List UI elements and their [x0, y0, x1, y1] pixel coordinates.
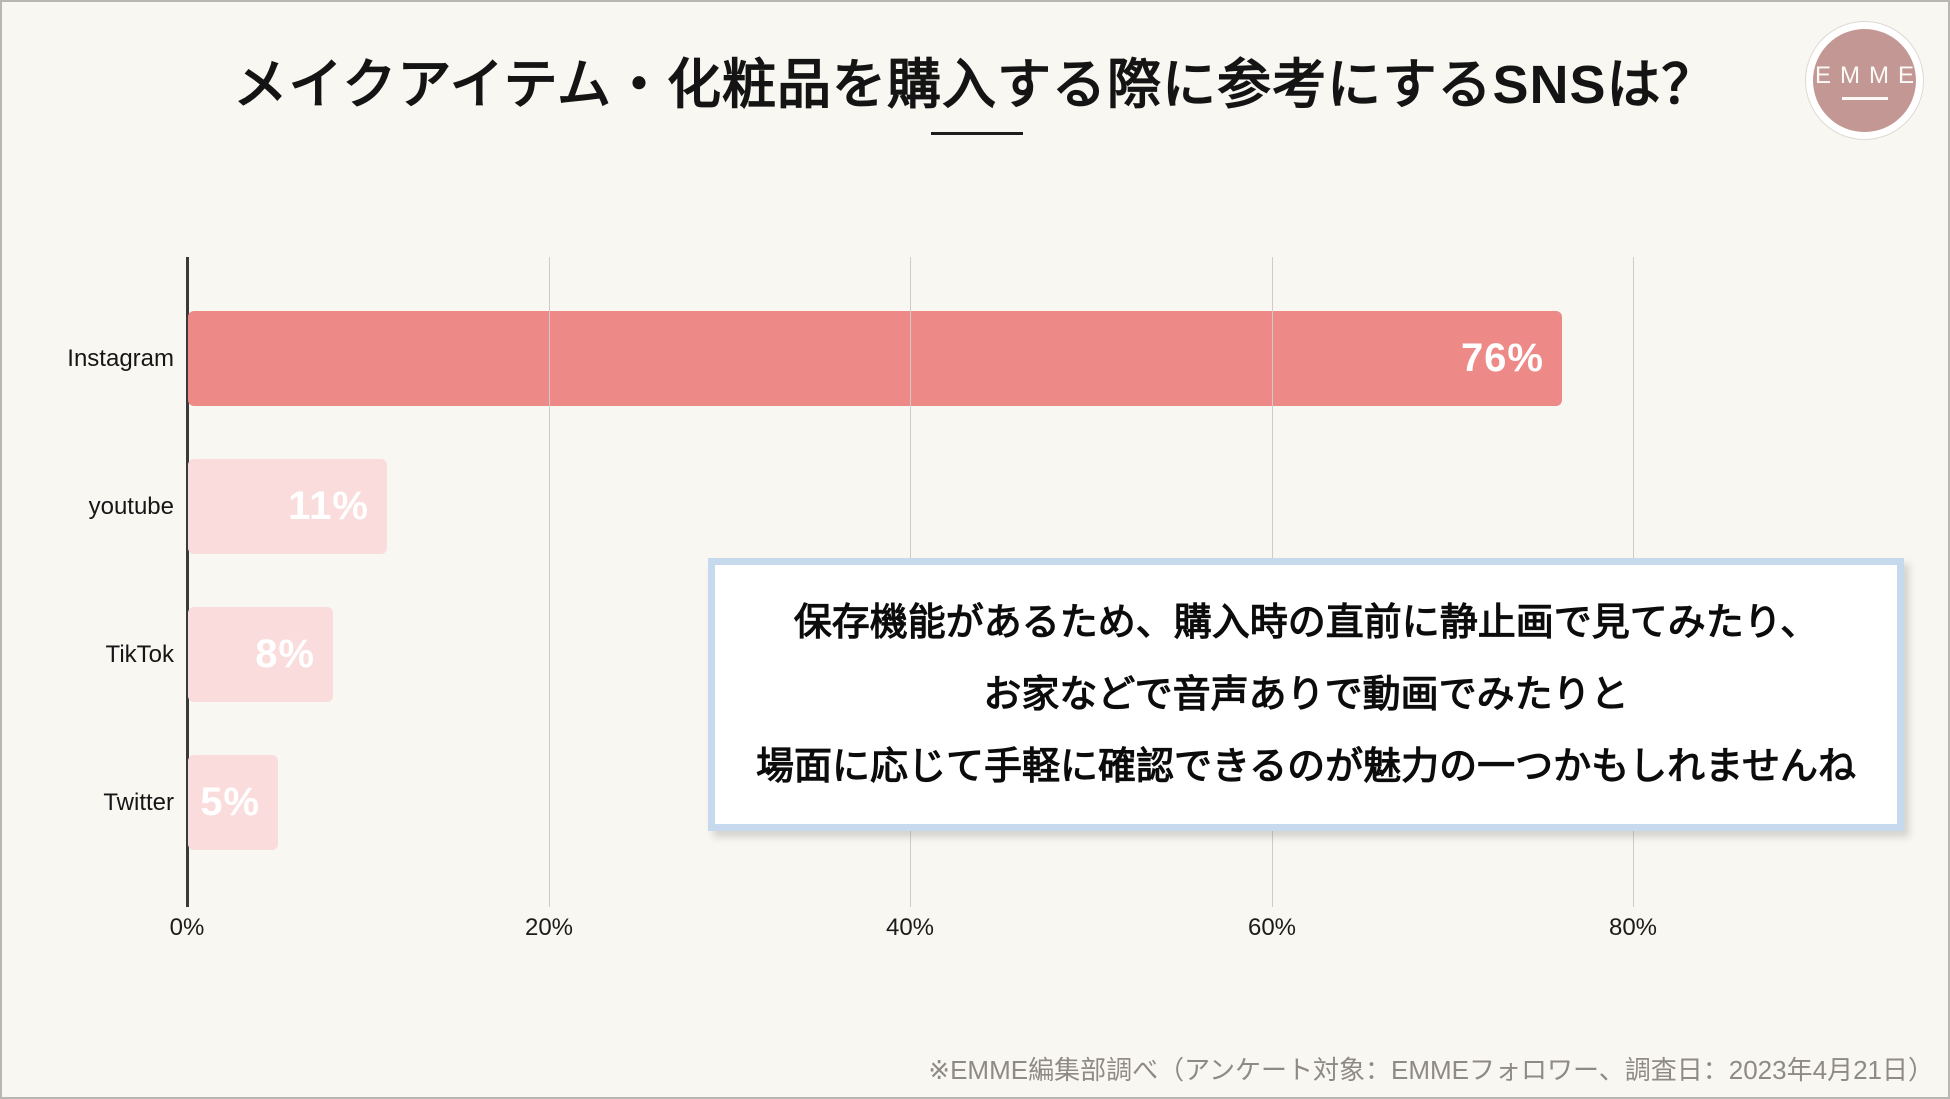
x-tick-label: 60% [1247, 914, 1297, 941]
chart-title: メイクアイテム・化粧品を購入する際に参考にするSNSは？ [233, 55, 1717, 115]
emme-logo: EMME [1805, 21, 1924, 140]
x-tick-label: 20% [524, 914, 574, 941]
category-label-tiktok: TikTok [105, 640, 174, 668]
x-tick-label: 0% [169, 914, 205, 941]
bar-tiktok: 8% [188, 607, 333, 702]
comment-callout-box: 保存機能があるため、購入時の直前に静止画で見てみたり、 お家などで音声ありで動画… [708, 558, 1904, 831]
bar-twitter: 5% [188, 755, 278, 850]
x-tick-label: 80% [1608, 914, 1658, 941]
bar-youtube: 11% [188, 459, 387, 554]
bar-instagram: 76% [188, 311, 1562, 406]
callout-line: 保存機能があるため、購入時の直前に静止画で見てみたり、 [793, 601, 1819, 644]
title-underline [931, 132, 1023, 135]
callout-line: お家などで音声ありで動画でみたりと [983, 673, 1629, 716]
source-note: ※EMME編集部調べ（アンケート対象：EMMEフォロワー、調査日：2023年4月… [928, 1055, 1934, 1085]
category-label-youtube: youtube [88, 492, 174, 520]
x-tick-label: 40% [885, 914, 935, 941]
bar-value-label: 8% [255, 632, 315, 676]
category-label-instagram: Instagram [67, 344, 174, 372]
y-axis-line [186, 257, 189, 907]
bar-value-label: 5% [200, 780, 260, 824]
emme-logo-circle: EMME [1813, 29, 1916, 132]
category-label-twitter: Twitter [103, 788, 174, 816]
callout-line: 場面に応じて手軽に確認できるのが魅力の一つかもしれませんね [755, 745, 1857, 788]
gridline [549, 257, 550, 907]
bar-value-label: 11% [288, 484, 369, 528]
emme-logo-text: EMME [1815, 61, 1923, 89]
bar-value-label: 76% [1460, 336, 1544, 380]
emme-logo-underline [1841, 96, 1888, 100]
